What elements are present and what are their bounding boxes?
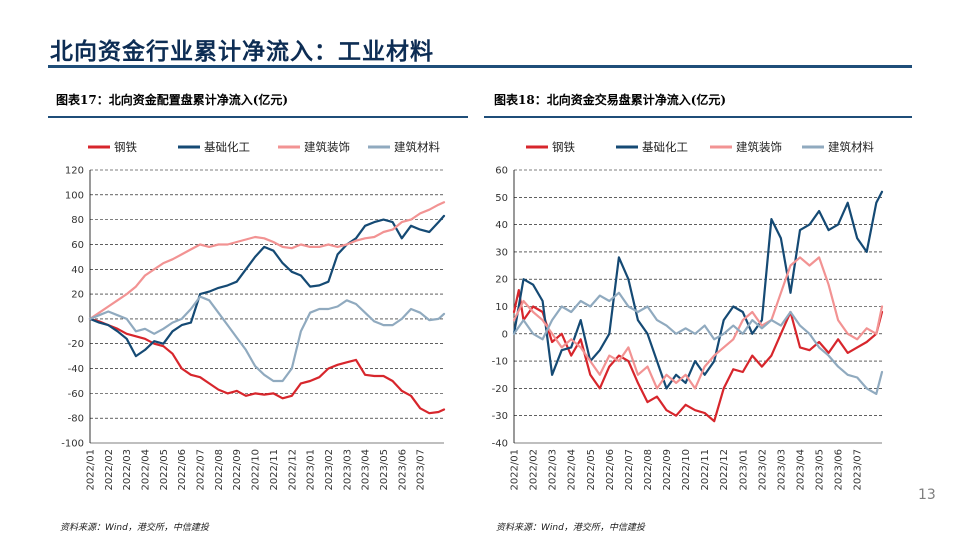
slide-title: 北向资金行业累计净流入：工业材料	[50, 38, 434, 65]
y-tick-label: 0	[78, 314, 84, 325]
legend-label: 建筑材料	[828, 140, 874, 154]
x-tick-label: 2023/06	[834, 449, 845, 491]
x-tick-label: 2023/05	[379, 449, 390, 491]
y-tick-label: -40	[68, 364, 84, 375]
y-tick-label: 40	[495, 220, 508, 231]
x-tick-label: 2022/03	[122, 449, 133, 491]
y-tick-label: 40	[71, 265, 84, 276]
x-tick-label: 2022/08	[643, 449, 654, 491]
y-tick-label: -40	[492, 439, 508, 450]
y-tick-label: 50	[495, 193, 508, 204]
series-line-4	[512, 291, 884, 395]
x-tick-label: 2022/08	[214, 449, 225, 491]
y-tick-label: -60	[68, 389, 84, 400]
x-tick-label: 2023/03	[342, 449, 353, 491]
y-tick-label: 120	[65, 166, 84, 177]
series-line-1	[88, 317, 446, 415]
x-tick-label: 2022/10	[681, 449, 692, 491]
y-tick-label: 20	[495, 275, 508, 286]
legend-label: 基础化工	[204, 140, 250, 154]
x-tick-label: 2022/07	[196, 449, 207, 491]
legend-label: 建筑装饰	[736, 140, 782, 154]
chart-17-caption-rule	[48, 116, 468, 118]
x-tick-label: 2022/10	[251, 449, 262, 491]
series-line-2	[512, 190, 884, 390]
y-tick-label: 0	[502, 329, 508, 340]
x-tick-label: 2023/07	[416, 449, 427, 491]
y-tick-label: -30	[492, 411, 508, 422]
series-line-4	[88, 295, 446, 383]
series-line-2	[88, 214, 446, 358]
legend-label: 建筑材料	[394, 140, 440, 154]
chart-17-source: 资料来源：Wind，港交所，中信建投	[60, 523, 209, 533]
y-tick-label: -10	[492, 357, 508, 368]
x-tick-label: 2022/02	[104, 449, 115, 491]
x-tick-label: 2022/12	[287, 449, 298, 491]
x-tick-label: 2022/09	[662, 449, 673, 491]
x-tick-label: 2023/01	[306, 449, 317, 491]
chart-18-caption: 图表18：北向资金交易盘累计净流入(亿元)	[494, 93, 727, 107]
y-tick-label: -80	[68, 414, 84, 425]
y-tick-label: 20	[71, 290, 84, 301]
x-tick-label: 2022/05	[586, 449, 597, 491]
title-rule	[48, 65, 912, 68]
x-tick-label: 2022/12	[719, 449, 730, 491]
chart-18-caption-rule	[484, 116, 912, 118]
y-tick-label: -20	[492, 384, 508, 395]
x-tick-label: 2023/02	[324, 449, 335, 491]
y-tick-label: 60	[495, 166, 508, 177]
y-tick-label: 100	[65, 190, 84, 201]
y-tick-label: -20	[68, 339, 84, 350]
x-tick-label: 2022/01	[86, 449, 97, 491]
series-line-3	[512, 256, 884, 390]
y-tick-label: 30	[495, 247, 508, 258]
legend-label: 建筑装饰	[304, 140, 350, 154]
x-tick-label: 2023/04	[361, 449, 372, 491]
x-tick-label: 2022/06	[177, 449, 188, 491]
legend-label: 钢铁	[114, 140, 137, 154]
x-tick-label: 2022/04	[141, 449, 152, 491]
x-tick-label: 2023/06	[397, 449, 408, 491]
series-line-3	[88, 201, 446, 320]
chart-18-source: 资料来源：Wind，港交所，中信建投	[496, 523, 645, 533]
y-tick-label: -100	[61, 439, 84, 450]
x-tick-label: 2022/04	[567, 449, 578, 491]
x-tick-label: 2023/05	[815, 449, 826, 491]
legend-label: 基础化工	[642, 140, 688, 154]
page-number: 13	[918, 487, 936, 503]
y-tick-label: 80	[71, 215, 84, 226]
x-tick-label: 2023/07	[853, 449, 864, 491]
y-tick-label: 60	[71, 240, 84, 251]
chart-17-caption: 图表17：北向资金配置盘累计净流入(亿元)	[56, 93, 289, 107]
x-tick-label: 2022/11	[700, 449, 711, 491]
x-tick-label: 2022/11	[269, 449, 280, 491]
x-tick-label: 2023/01	[738, 449, 749, 491]
x-tick-label: 2023/03	[776, 449, 787, 491]
legend-label: 钢铁	[552, 140, 575, 154]
y-tick-label: 10	[495, 302, 508, 313]
x-tick-label: 2022/01	[510, 449, 521, 491]
x-tick-label: 2022/09	[232, 449, 243, 491]
x-tick-label: 2022/05	[159, 449, 170, 491]
x-tick-label: 2022/06	[605, 449, 616, 491]
x-tick-label: 2022/07	[624, 449, 635, 491]
x-tick-label: 2022/03	[548, 449, 559, 491]
x-tick-label: 2023/02	[757, 449, 768, 491]
x-tick-label: 2022/02	[529, 449, 540, 491]
x-tick-label: 2023/04	[796, 449, 807, 491]
